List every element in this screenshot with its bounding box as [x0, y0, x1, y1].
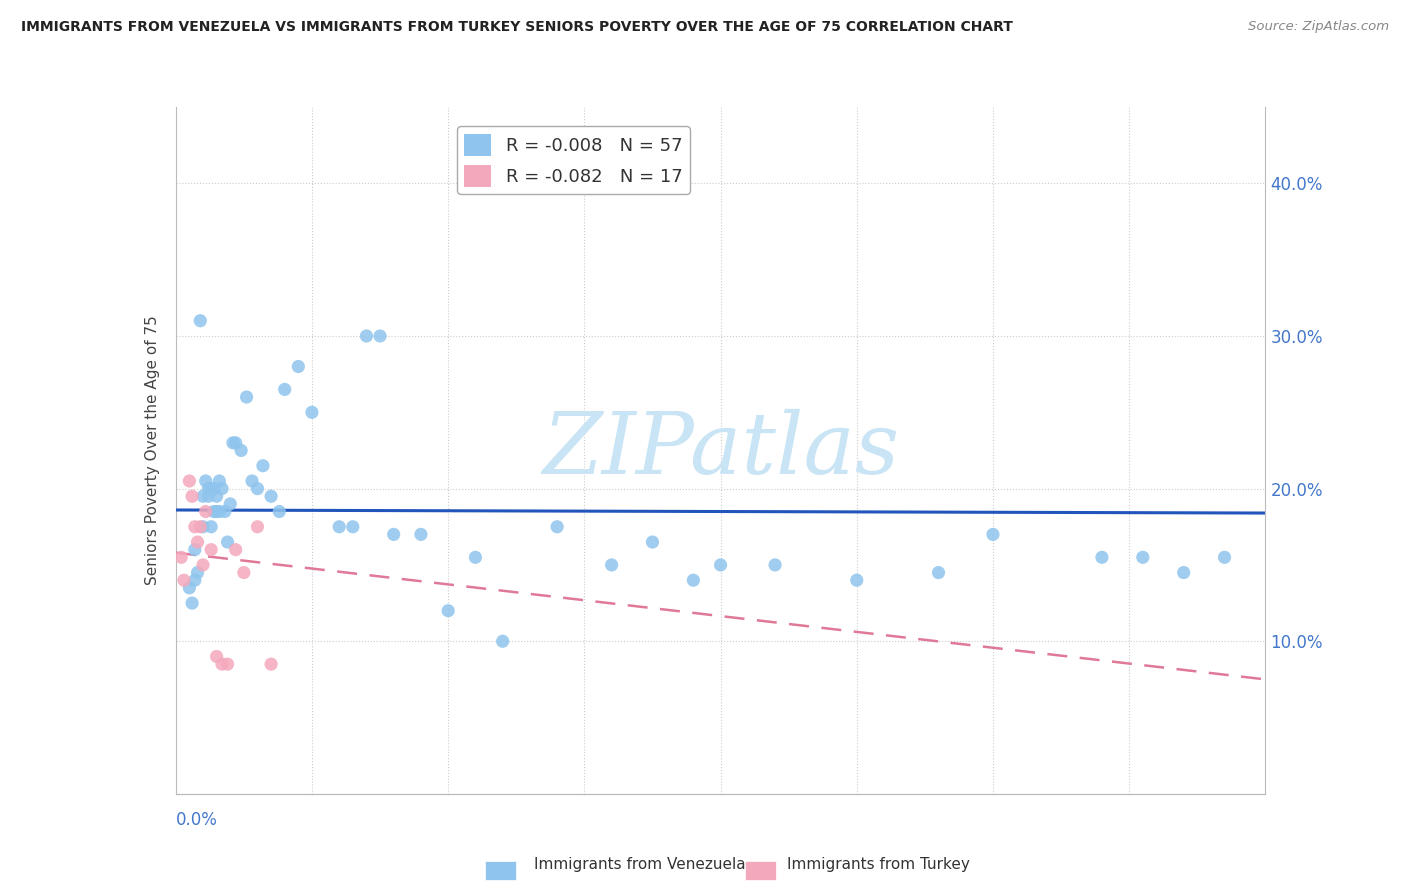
Point [763, 558, 786, 572]
Point [492, 634, 515, 648]
Point [173, 573, 195, 587]
Point [202, 504, 225, 518]
Point [1091, 550, 1114, 565]
Point [194, 474, 217, 488]
Point [211, 657, 233, 672]
Point [217, 657, 239, 672]
Point [600, 558, 623, 572]
Point [217, 535, 239, 549]
Point [202, 482, 225, 496]
Point [546, 520, 568, 534]
Legend: R = -0.008   N = 57, R = -0.082   N = 17: R = -0.008 N = 57, R = -0.082 N = 17 [457, 127, 690, 194]
Point [214, 504, 236, 518]
Point [184, 542, 207, 557]
Point [710, 558, 733, 572]
Point [301, 405, 323, 419]
Point [191, 558, 214, 572]
Point [252, 458, 274, 473]
Point [437, 604, 460, 618]
Point [208, 474, 231, 488]
Point [208, 504, 231, 518]
Point [382, 527, 405, 541]
Point [246, 520, 269, 534]
Point [356, 329, 378, 343]
Point [205, 649, 228, 664]
Point [269, 504, 291, 518]
Text: Immigrants from Venezuela: Immigrants from Venezuela [534, 857, 747, 872]
Point [260, 657, 283, 672]
Point [205, 489, 228, 503]
Point [328, 520, 350, 534]
Point [188, 520, 211, 534]
Point [197, 489, 219, 503]
Point [200, 482, 222, 496]
Point [211, 482, 233, 496]
Point [179, 581, 201, 595]
Point [181, 489, 204, 503]
Point [1173, 566, 1195, 580]
Text: ZIPatlas: ZIPatlas [541, 409, 900, 491]
Text: Immigrants from Turkey: Immigrants from Turkey [787, 857, 970, 872]
Point [219, 497, 242, 511]
Text: 0.0%: 0.0% [176, 811, 218, 829]
Point [981, 527, 1004, 541]
Point [200, 520, 222, 534]
Point [287, 359, 309, 374]
Point [231, 443, 253, 458]
Point [342, 520, 364, 534]
Point [191, 489, 214, 503]
Point [205, 504, 228, 518]
Point [184, 573, 207, 587]
Point [235, 390, 257, 404]
Point [222, 435, 245, 450]
Point [179, 474, 201, 488]
Point [368, 329, 391, 343]
Point [225, 435, 247, 450]
Point [191, 520, 214, 534]
Point [274, 383, 297, 397]
Point [928, 566, 950, 580]
Point [682, 573, 704, 587]
Point [186, 535, 209, 549]
Point [232, 566, 254, 580]
Point [641, 535, 664, 549]
Point [409, 527, 432, 541]
Point [1132, 550, 1154, 565]
Point [188, 314, 211, 328]
Point [260, 489, 283, 503]
Point [194, 504, 217, 518]
Point [225, 542, 247, 557]
Point [181, 596, 204, 610]
Point [170, 550, 193, 565]
Point [246, 482, 269, 496]
Text: IMMIGRANTS FROM VENEZUELA VS IMMIGRANTS FROM TURKEY SENIORS POVERTY OVER THE AGE: IMMIGRANTS FROM VENEZUELA VS IMMIGRANTS … [21, 20, 1012, 34]
Point [464, 550, 486, 565]
Point [200, 542, 222, 557]
Point [845, 573, 868, 587]
Text: Source: ZipAtlas.com: Source: ZipAtlas.com [1249, 20, 1389, 33]
Point [184, 520, 207, 534]
Y-axis label: Seniors Poverty Over the Age of 75: Seniors Poverty Over the Age of 75 [145, 316, 160, 585]
Point [197, 482, 219, 496]
Point [1213, 550, 1236, 565]
Point [186, 566, 209, 580]
Point [240, 474, 263, 488]
